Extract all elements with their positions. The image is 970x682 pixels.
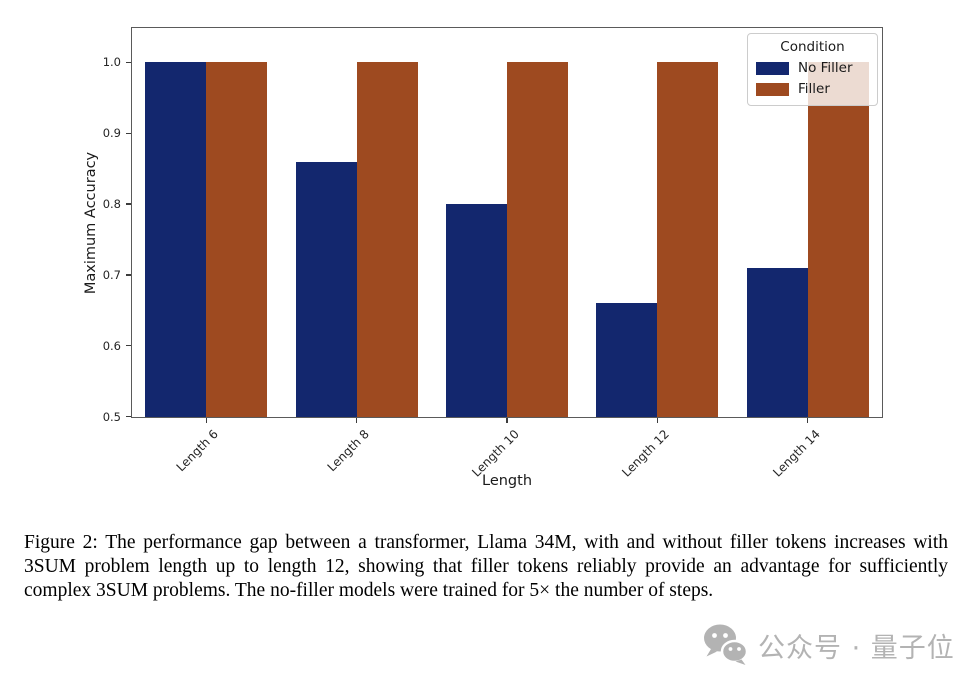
bar-no-filler-length-8	[295, 161, 357, 418]
bar-no-filler-length-6	[145, 62, 207, 418]
filler-swatch	[756, 82, 789, 96]
legend-label-filler: Filler	[798, 81, 830, 97]
bar-filler-length-14	[807, 62, 869, 418]
y-tick-label: 0.5	[102, 409, 121, 424]
x-tick-mark	[506, 418, 508, 423]
y-tick-label: 0.7	[102, 267, 121, 282]
figure-caption: Figure 2: The performance gap between a …	[24, 532, 948, 601]
x-tick-label-length-6: Length 6	[173, 427, 222, 475]
y-tick-label: 0.9	[102, 126, 121, 141]
y-tick-mark	[126, 415, 131, 418]
x-tick-mark	[205, 418, 207, 423]
bar-filler-length-8	[356, 62, 418, 418]
watermark-text: 公众号 · 量子位	[758, 632, 955, 664]
legend: Condition No Filler Filler	[747, 33, 878, 106]
y-tick-mark	[126, 274, 131, 276]
legend-title: Condition	[780, 39, 845, 55]
legend-label-no-filler: No Filler	[798, 60, 853, 76]
y-tick-label: 1.0	[102, 55, 121, 70]
legend-entry-no-filler: No Filler	[756, 60, 869, 76]
x-tick-mark	[807, 418, 809, 423]
bar-filler-length-12	[657, 62, 719, 418]
wechat-icon	[701, 623, 749, 667]
x-tick-label-length-12: Length 12	[619, 427, 673, 480]
y-tick-label: 0.6	[102, 338, 121, 353]
x-tick-mark	[656, 418, 658, 423]
bar-filler-length-6	[206, 62, 268, 418]
y-tick-mark	[126, 132, 131, 134]
x-tick-mark	[356, 418, 358, 423]
legend-entry-filler: Filler	[756, 81, 869, 97]
y-tick-mark	[126, 61, 131, 63]
x-tick-label-length-14: Length 14	[770, 427, 823, 480]
x-tick-label-length-8: Length 8	[324, 427, 372, 475]
bar-no-filler-length-10	[446, 204, 507, 418]
bar-no-filler-length-12	[596, 303, 658, 418]
y-tick-mark	[126, 203, 131, 205]
y-tick-mark	[126, 345, 131, 347]
no-filler-swatch	[756, 61, 789, 75]
watermark: 公众号 · 量子位	[701, 623, 955, 667]
bar-no-filler-length-14	[746, 267, 808, 418]
y-tick-label: 0.8	[102, 197, 121, 212]
bar-filler-length-10	[507, 62, 568, 418]
x-axis-label: Length	[481, 473, 533, 489]
